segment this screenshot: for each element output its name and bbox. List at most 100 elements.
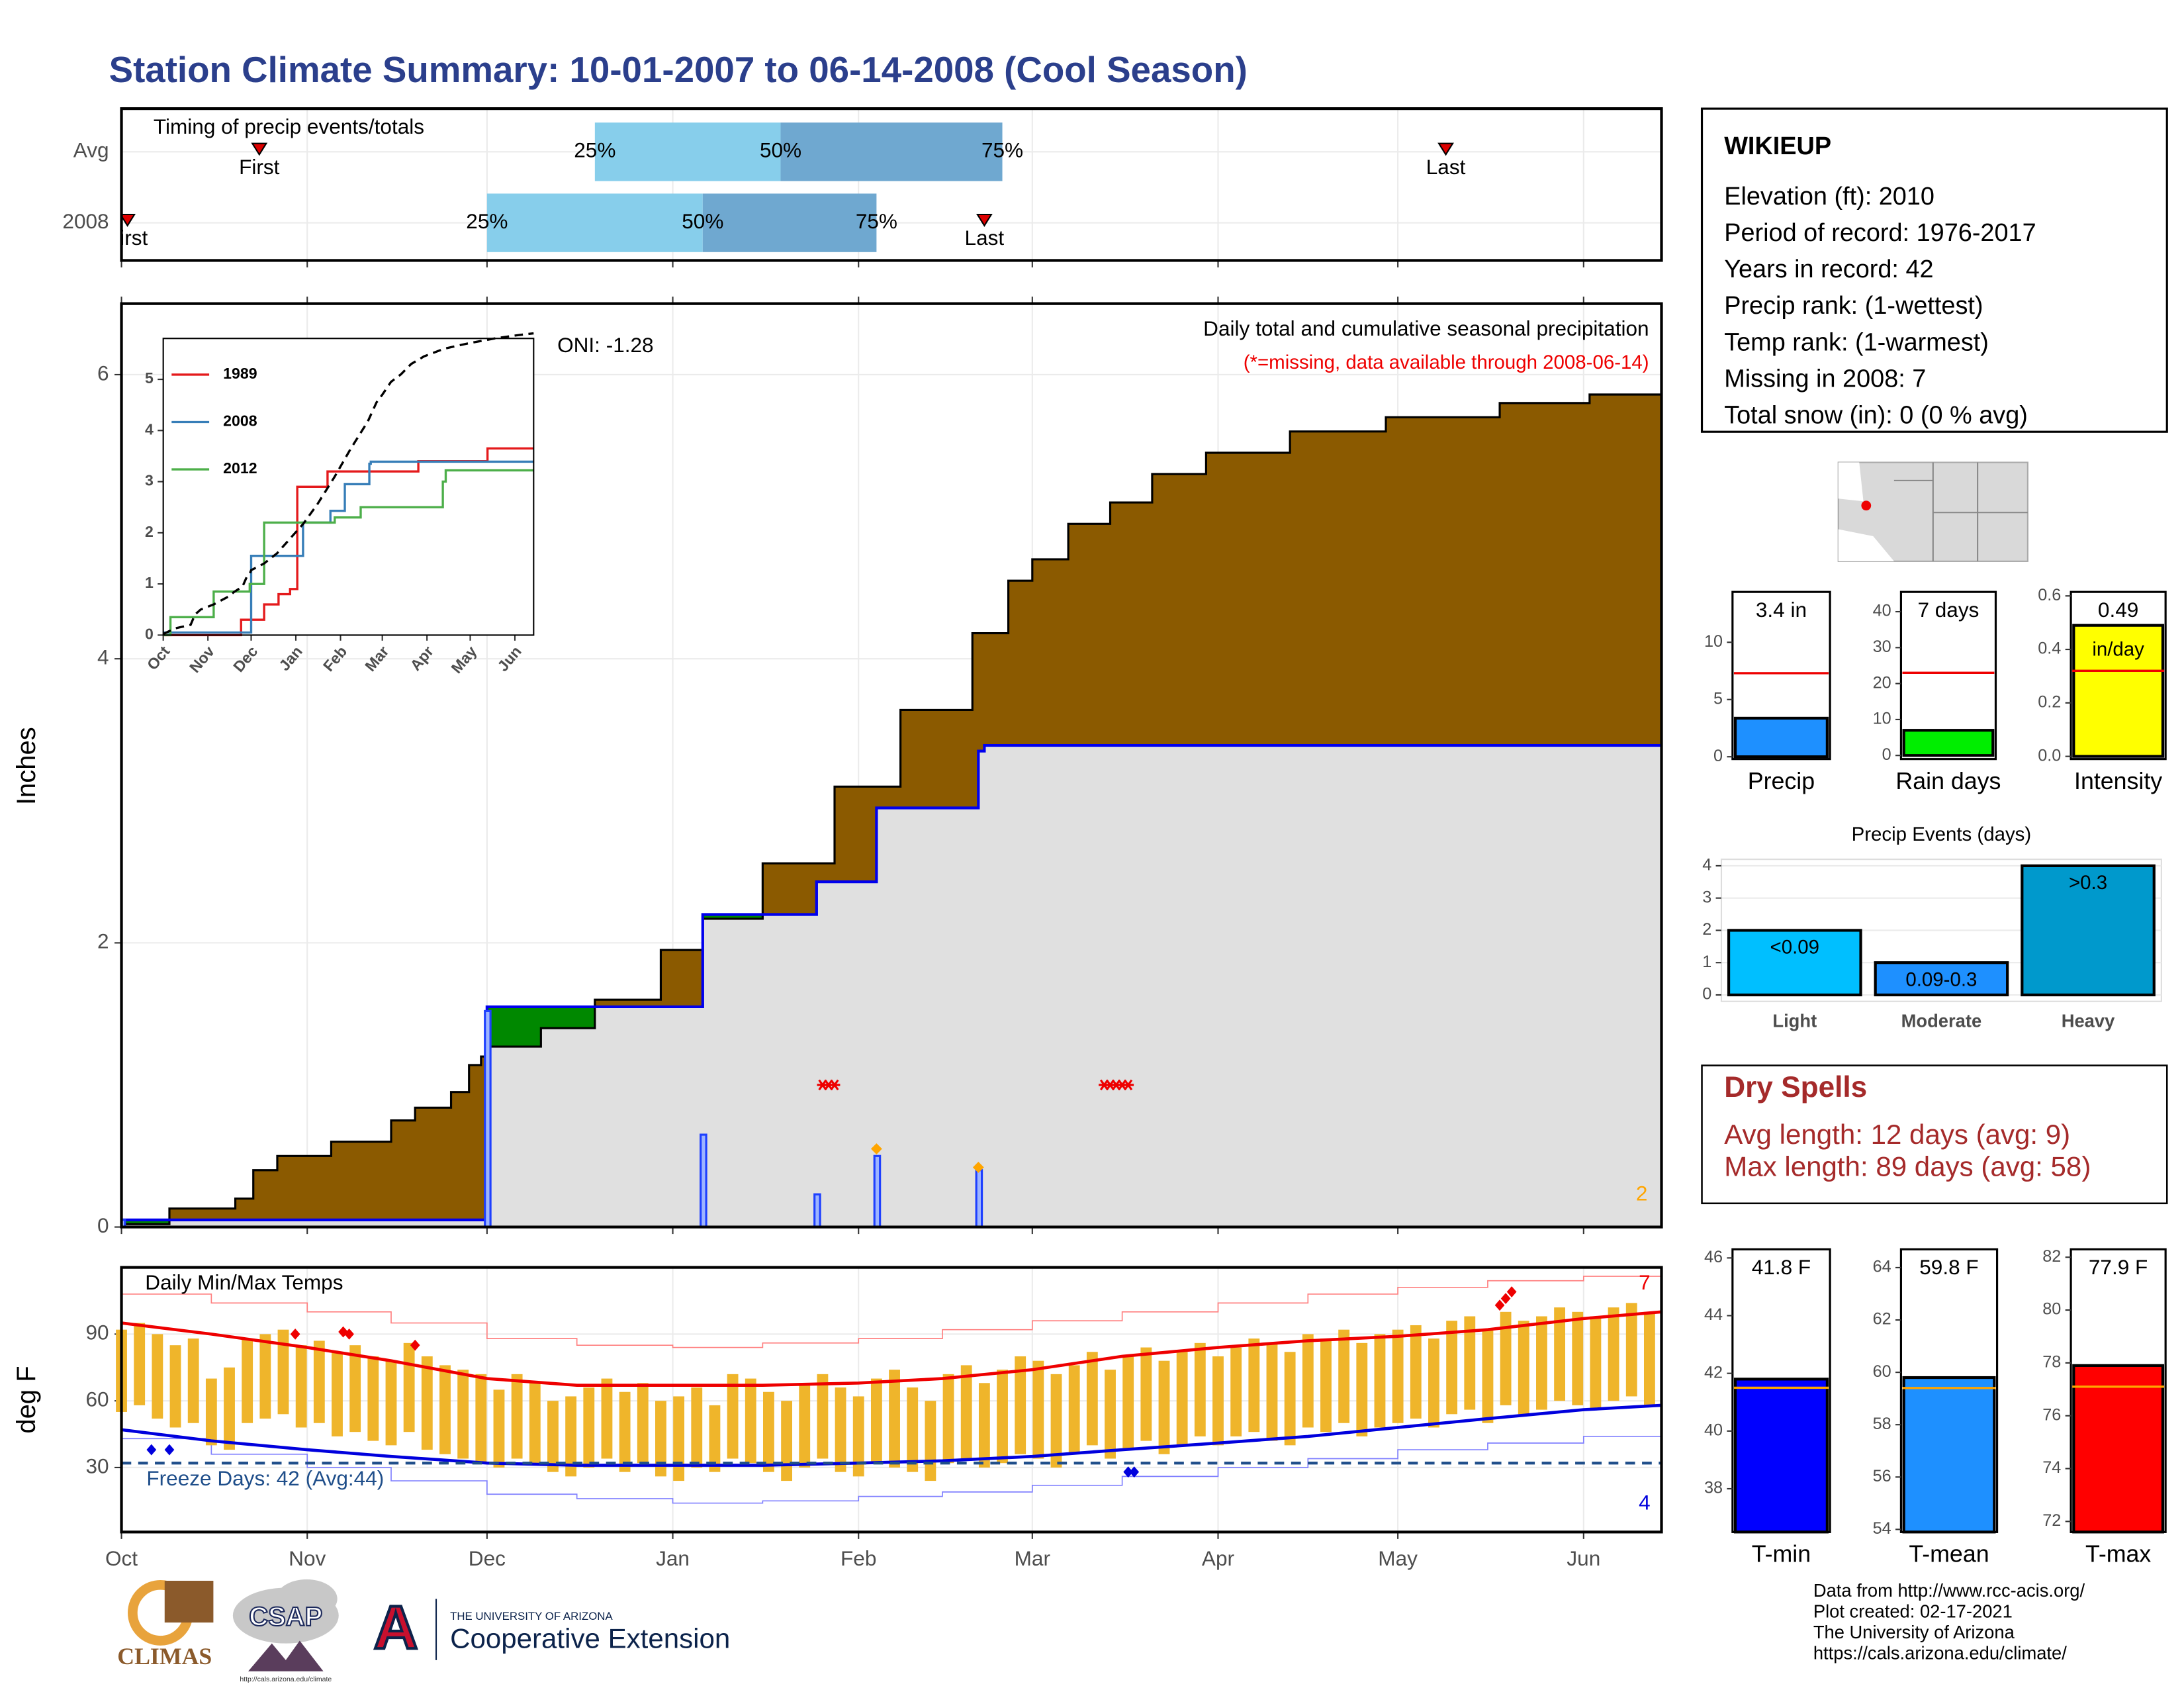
inset-avg-line: [162, 332, 534, 635]
quartile-bar: [702, 193, 877, 252]
dry-spells-line: Max length: 89 days (avg: 58): [1724, 1150, 2091, 1182]
quartile-label: 75%: [856, 209, 897, 233]
main-subtitle: (*=missing, data available through 2008-…: [1244, 352, 1649, 373]
x-tick-label: May: [1378, 1546, 1418, 1570]
station-line: Elevation (ft): 2010: [1724, 183, 1934, 211]
csap-mountains: [248, 1640, 324, 1671]
temp-bar: [978, 1383, 990, 1468]
season-line: [121, 743, 1662, 1221]
temp-bar: [637, 1383, 649, 1464]
y-tick-label: 10: [1704, 632, 1723, 651]
unit-label: in/day: [2092, 638, 2144, 660]
temp-bar: [313, 1340, 325, 1423]
y-tick-label: 0: [97, 1213, 109, 1237]
y-axis-label: deg F: [12, 1366, 41, 1433]
value-label: 59.8 F: [1919, 1255, 1978, 1279]
temp-bar: [332, 1352, 343, 1436]
temp-bar: [1518, 1321, 1529, 1415]
y-tick-label: 0: [1713, 747, 1723, 765]
temp-bar: [907, 1387, 919, 1472]
mini-bar: [2072, 1364, 2165, 1534]
logos: CLIMAS CSAP http://cals.arizona.edu/clim…: [117, 1579, 730, 1683]
event-label: Last: [1426, 155, 1466, 179]
station-line: Period of record: 1976-2017: [1724, 219, 2036, 247]
inset-y-label: 1: [145, 574, 154, 591]
daily-bar: [813, 1193, 821, 1227]
event-marker: [251, 142, 268, 156]
temp-bar: [835, 1387, 846, 1472]
plot-frame: [120, 302, 1663, 1229]
temp-bar: [169, 1345, 181, 1428]
quartile-label: 50%: [760, 138, 801, 162]
freeze-label: Freeze Days: 42 (Avg:44): [146, 1466, 384, 1490]
temp-bar: [1572, 1311, 1584, 1405]
temp-bar: [1625, 1303, 1637, 1397]
temp-bar: [1194, 1342, 1206, 1436]
inset-bg: [163, 338, 534, 635]
y-tick-label: 82: [2042, 1247, 2061, 1266]
station-lines: Elevation (ft): 2010 Period of record: 19…: [1724, 183, 2036, 430]
temp-bar: [547, 1401, 559, 1472]
category-label: Heavy: [2062, 1011, 2115, 1031]
temp-bar: [1212, 1356, 1224, 1446]
category-label: T-min: [1752, 1541, 1811, 1568]
climas-logo: CLIMAS: [117, 1643, 212, 1669]
event-label: First: [107, 226, 148, 250]
event-marker: [121, 213, 136, 227]
main-plot: [121, 303, 1662, 1227]
mini-bar: [1902, 1376, 1996, 1534]
station-dot: [1861, 500, 1872, 511]
temp-bar: [1643, 1311, 1655, 1405]
temp-bar: [997, 1370, 1008, 1464]
y-tick-label: 60: [86, 1387, 109, 1411]
y-tick-label: 30: [1873, 637, 1891, 656]
season-area: [121, 745, 1662, 1227]
range-label: 0.09-0.3: [1905, 968, 1977, 990]
base-area-group: [121, 745, 1662, 1227]
y-tick-label: 38: [1704, 1479, 1723, 1497]
temp-title: Daily Min/Max Temps: [145, 1270, 343, 1294]
temp-bar: [421, 1356, 433, 1450]
x-tick-label: Feb: [841, 1546, 876, 1570]
temp-bar: [1374, 1334, 1386, 1428]
csap-url: http://cals.arizona.edu/climate: [240, 1675, 332, 1683]
temp-bar: [1410, 1325, 1422, 1419]
record-marker: [410, 1339, 420, 1351]
quartile-bar: [780, 122, 1003, 181]
y-tick-label: 0.6: [2038, 586, 2061, 604]
record-marker: [1494, 1299, 1505, 1311]
temp-bar: [475, 1374, 487, 1464]
station-line: Total snow (in): 0 (0 % avg): [1724, 402, 2028, 430]
y-tick-label: 1: [1702, 953, 1711, 971]
y-tick-label: 44: [1704, 1305, 1723, 1324]
quartile-label: 25%: [466, 209, 508, 233]
event-label: First: [239, 155, 280, 179]
y-tick-label: 3: [1702, 888, 1711, 906]
temp-bar: [1032, 1360, 1044, 1459]
temp-bar: [511, 1374, 523, 1459]
temp-bar: [529, 1383, 541, 1464]
value-label: 3.4 in: [1756, 598, 1807, 622]
temp-bar: [1050, 1374, 1062, 1468]
value-label: 41.8 F: [1752, 1255, 1811, 1279]
temp-bar: [1068, 1365, 1080, 1454]
value-label: 7 days: [1917, 598, 1979, 622]
y-tick-label: 78: [2042, 1353, 2061, 1372]
inset-y-label: 4: [145, 420, 154, 438]
temp-bar: [960, 1365, 972, 1459]
y-tick-label: 58: [1873, 1415, 1891, 1433]
credit-line: The University of Arizona: [1813, 1622, 2015, 1642]
temp-bar: [242, 1338, 253, 1423]
temp-bar: [457, 1370, 469, 1459]
normal-max-line: [121, 1310, 1662, 1387]
y-tick-label: 20: [1873, 673, 1891, 692]
event-bar: [1727, 929, 1862, 997]
temp-bar: [1248, 1338, 1260, 1432]
y-tick-label: 6: [97, 361, 109, 385]
quartile-label: 25%: [574, 138, 615, 162]
row-label: 2008: [62, 209, 109, 233]
temp-bar: [1554, 1307, 1566, 1401]
extension-name: Cooperative Extension: [450, 1623, 730, 1654]
daily-bar: [700, 1133, 707, 1227]
inset-y-label: 5: [145, 369, 154, 387]
